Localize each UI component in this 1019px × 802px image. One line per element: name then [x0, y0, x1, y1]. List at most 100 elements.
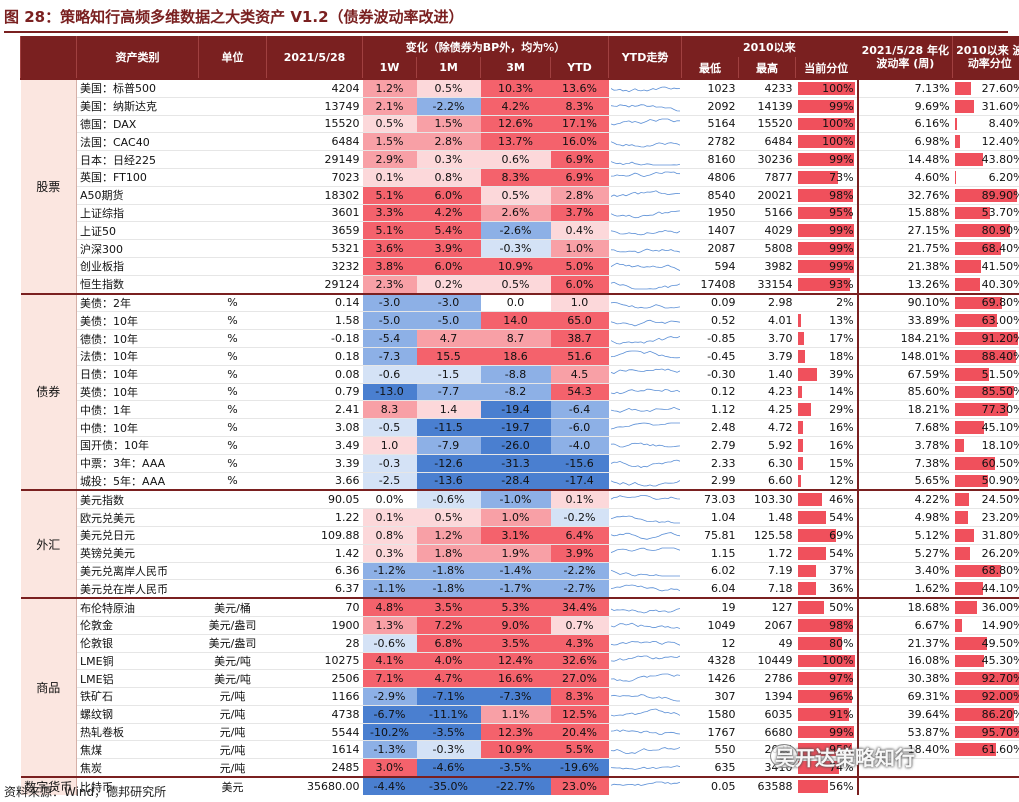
- vol-percentile-cell: 49.50%: [952, 633, 1019, 652]
- sparkline-path: [610, 708, 680, 717]
- sparkline-path: [610, 480, 680, 487]
- percentile-cell: 69%: [795, 525, 858, 545]
- percentile-bar: [797, 224, 854, 238]
- asset-unit: [198, 274, 267, 294]
- change-ytd: 1.0: [550, 292, 609, 312]
- sparkline-path: [610, 729, 680, 735]
- high-value: 6035: [738, 704, 796, 724]
- change-m1: -1.5: [416, 364, 481, 384]
- ytd-trend-cell: [608, 256, 682, 276]
- percentile-bar: [797, 117, 855, 131]
- vol-percentile-bar: [954, 707, 1015, 721]
- low-value: 307: [681, 687, 739, 706]
- ytd-trend-cell: [608, 185, 682, 205]
- header-pct: 当前分位: [795, 57, 858, 79]
- change-m3: -26.0: [480, 435, 551, 455]
- asset-unit: %: [198, 329, 267, 348]
- vol-percentile-cell: 24.50%: [952, 489, 1019, 509]
- vol-percentile-bar: [954, 690, 1019, 703]
- percentile-cell: 97%: [795, 669, 858, 688]
- change-ytd: 0.1%: [550, 489, 609, 509]
- low-value: 2.33: [681, 453, 739, 473]
- table-row: 创业板指 3232 3.8% 6.0% 10.9% 5.0% 594 3982 99% 21.38…: [21, 256, 1019, 276]
- sparkline-path: [610, 673, 680, 682]
- vol-percentile-bar: [954, 528, 975, 542]
- change-ytd: 3.7%: [550, 203, 609, 222]
- high-value: 2786: [738, 669, 796, 688]
- table-row: 焦炭 元/吨 2485 3.0% -4.6% -3.5% -19.6% 635 3410 74%: [21, 758, 1019, 778]
- asset-value: 1614: [266, 740, 363, 759]
- percentile-bar: [797, 277, 851, 291]
- sparkline-path: [610, 319, 680, 327]
- ytd-trend-cell: [608, 615, 682, 635]
- asset-value: 109.88: [266, 525, 363, 545]
- percentile-cell: 54%: [795, 508, 858, 527]
- change-m3: 0.5%: [480, 185, 551, 205]
- percentile-text: 99%: [829, 224, 854, 238]
- sparkline-path: [610, 532, 680, 541]
- low-value: 2092: [681, 96, 739, 116]
- change-ytd: 0.7%: [550, 615, 609, 635]
- change-m3: -7.3%: [480, 687, 551, 706]
- change-m3: 10.3%: [480, 77, 551, 98]
- ytd-sparkline: [610, 302, 680, 309]
- change-m3: -19.7: [480, 418, 551, 437]
- asset-unit: 元/吨: [198, 704, 267, 724]
- ytd-trend-cell: [608, 329, 682, 348]
- ytd-trend-cell: [608, 651, 682, 670]
- ytd-sparkline: [610, 118, 680, 126]
- asset-unit: [198, 489, 267, 509]
- low-value: 1.15: [681, 543, 739, 563]
- low-value: 4328: [681, 651, 739, 670]
- sparkline-path: [610, 547, 680, 554]
- asset-unit: [198, 185, 267, 205]
- ytd-trend-cell: [608, 758, 682, 778]
- low-value: 5164: [681, 114, 739, 133]
- vol-percentile-text: 92.00%: [981, 689, 1019, 703]
- change-w1: 1.5%: [362, 132, 417, 151]
- asset-name: 英债：10年: [76, 382, 199, 401]
- asset-value: 29124: [266, 274, 363, 294]
- vol-percentile-cell: 95.70%: [952, 722, 1019, 741]
- ytd-trend-cell: [608, 543, 682, 563]
- change-w1: 0.5%: [362, 114, 417, 133]
- vol-percentile-cell: 69.80%: [952, 292, 1019, 312]
- asset-unit: %: [198, 292, 267, 312]
- vol-percentile-bar: [954, 153, 983, 166]
- low-value: 73.03: [681, 489, 739, 509]
- table-row: 法国：CAC40 6484 1.5% 2.8% 13.7% 16.0% 2782 6484 10…: [21, 132, 1019, 151]
- low-value: 1049: [681, 615, 739, 635]
- header-vol: 2021/5/28 年化波动率 (周): [856, 36, 953, 79]
- asset-unit: [198, 77, 267, 98]
- percentile-bar: [797, 206, 852, 220]
- percentile-bar: [797, 474, 801, 488]
- vol-percentile-cell: 51.50%: [952, 364, 1019, 384]
- low-value: 1407: [681, 221, 739, 240]
- change-ytd: 65.0: [550, 311, 609, 330]
- change-ytd: -2.2%: [550, 561, 609, 580]
- ytd-trend-cell: [608, 579, 682, 599]
- percentile-bar: [797, 438, 804, 452]
- change-w1: 4.8%: [362, 597, 417, 617]
- change-w1: 2.9%: [362, 150, 417, 169]
- vol-percentile-text: 23.20%: [981, 511, 1019, 525]
- percentile-cell: 2%: [795, 292, 858, 312]
- change-m1: -11.5: [416, 418, 481, 437]
- ytd-trend-cell: [608, 311, 682, 330]
- ytd-trend-cell: [608, 471, 682, 491]
- percentile-text: 91%: [829, 707, 854, 721]
- percentile-cell: 74%: [795, 758, 858, 778]
- percentile-cell: 50%: [795, 597, 858, 617]
- change-m3: 12.4%: [480, 651, 551, 670]
- change-m3: -3.5%: [480, 758, 551, 778]
- ytd-sparkline: [610, 406, 680, 413]
- high-value: 4.72: [738, 418, 796, 437]
- percentile-text: 99%: [829, 153, 854, 167]
- sparkline-path: [610, 781, 680, 786]
- asset-unit: [198, 508, 267, 527]
- percentile-text: 95%: [829, 206, 854, 220]
- change-w1: 4.1%: [362, 651, 417, 670]
- sparkline-path: [610, 694, 680, 702]
- asset-name: 欧元兑美元: [76, 508, 199, 527]
- vol-percentile-bar: [954, 743, 997, 757]
